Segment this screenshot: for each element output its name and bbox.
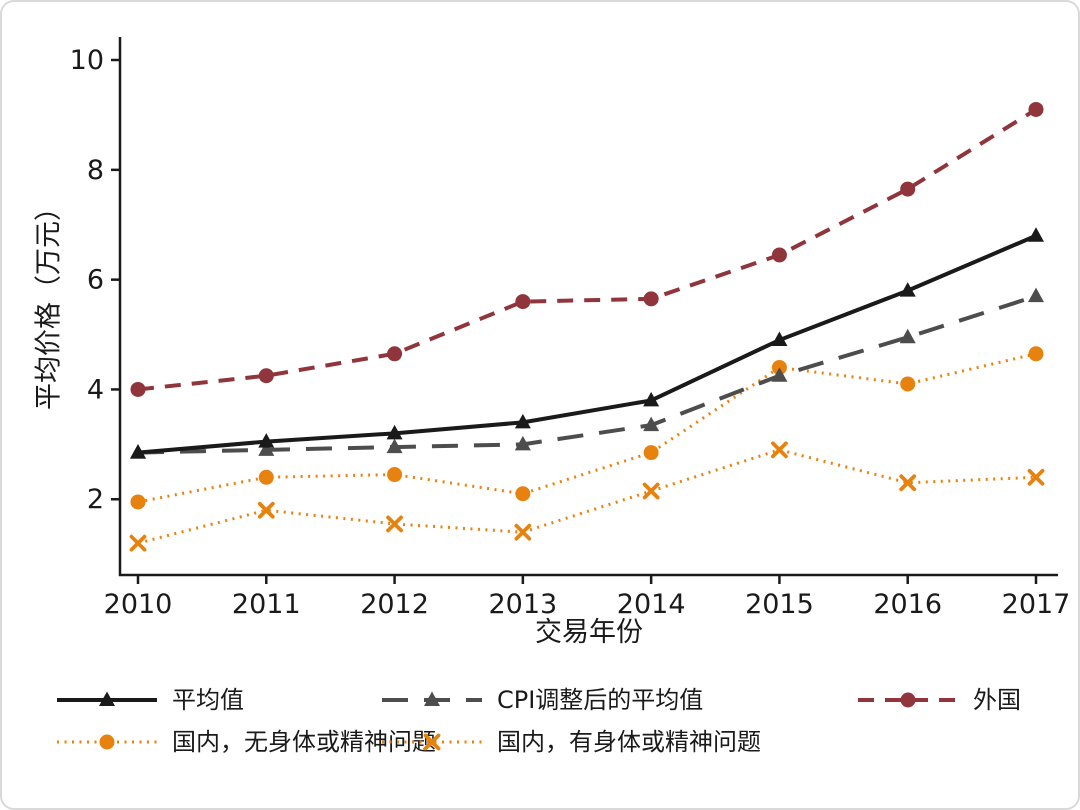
marker-foreign <box>771 247 787 263</box>
y-tick-label: 8 <box>87 155 104 186</box>
marker-mean <box>771 331 788 347</box>
marker-cpi-adjusted-mean <box>386 438 403 454</box>
marker-cpi-adjusted-mean <box>258 441 275 456</box>
marker-domestic-with-issues <box>129 534 147 552</box>
marker-domestic-no-issues <box>900 376 916 392</box>
marker-domestic-no-issues <box>1028 346 1044 362</box>
marker-domestic-with-issues <box>257 501 275 519</box>
marker-mean <box>514 413 531 429</box>
y-tick-label: 6 <box>87 265 104 296</box>
marker-foreign <box>258 368 274 384</box>
x-tick-label: 2011 <box>232 589 301 620</box>
marker-domestic-with-issues <box>642 482 660 500</box>
marker-domestic-with-issues <box>899 474 917 492</box>
marker-domestic-with-issues <box>771 441 788 459</box>
y-tick-label: 4 <box>87 374 104 405</box>
marker-mean <box>258 433 275 448</box>
marker-mean <box>386 424 403 440</box>
marker-domestic-with-issues <box>514 523 532 541</box>
series-domestic-no-issues <box>130 346 1044 510</box>
axes <box>118 37 1058 577</box>
marker-domestic-with-issues <box>386 515 403 533</box>
x-tick-label: 2014 <box>617 589 686 620</box>
marker-domestic-no-issues <box>643 445 659 461</box>
marker-cpi-adjusted-mean <box>1028 287 1044 303</box>
marker-mean <box>643 391 660 407</box>
series-line-mean <box>137 233 1037 455</box>
marker-domestic-with-issues <box>1027 468 1045 486</box>
marker-cpi-adjusted-mean <box>771 367 788 382</box>
y-tick-label: 2 <box>87 484 104 515</box>
marker-foreign <box>900 181 916 197</box>
marker-cpi-adjusted-mean <box>643 416 660 432</box>
y-tick-label: 10 <box>70 45 104 76</box>
x-tick-label: 2017 <box>1002 589 1071 620</box>
marker-foreign <box>515 294 531 310</box>
series-line-foreign <box>137 107 1038 392</box>
series-foreign <box>130 101 1044 397</box>
y-axis-title: 平均价格（万元） <box>33 194 65 410</box>
marker-foreign <box>1028 101 1044 117</box>
series-domestic-with-issues <box>129 441 1045 552</box>
marker-mean <box>899 282 916 297</box>
series-line-domestic-with-issues <box>137 448 1037 545</box>
marker-foreign <box>387 346 403 362</box>
marker-domestic-no-issues <box>387 467 403 483</box>
marker-foreign <box>130 381 146 397</box>
marker-cpi-adjusted-mean <box>514 435 531 451</box>
marker-domestic-no-issues <box>130 494 146 510</box>
series-line-cpi-adjusted-mean <box>137 294 1037 455</box>
marker-foreign <box>643 291 659 307</box>
x-tick-label: 2016 <box>873 589 942 620</box>
x-tick-label: 2010 <box>104 589 173 620</box>
marker-mean <box>1028 227 1044 242</box>
x-tick-label: 2012 <box>360 589 429 620</box>
x-tick-label: 2013 <box>488 589 557 620</box>
marker-domestic-no-issues <box>258 469 274 485</box>
marker-cpi-adjusted-mean <box>899 328 916 344</box>
marker-domestic-no-issues <box>515 486 531 502</box>
marker-mean <box>130 444 146 459</box>
series-mean <box>130 227 1044 459</box>
x-axis-title: 交易年份 <box>535 617 643 648</box>
x-tick-label: 2015 <box>745 589 814 620</box>
